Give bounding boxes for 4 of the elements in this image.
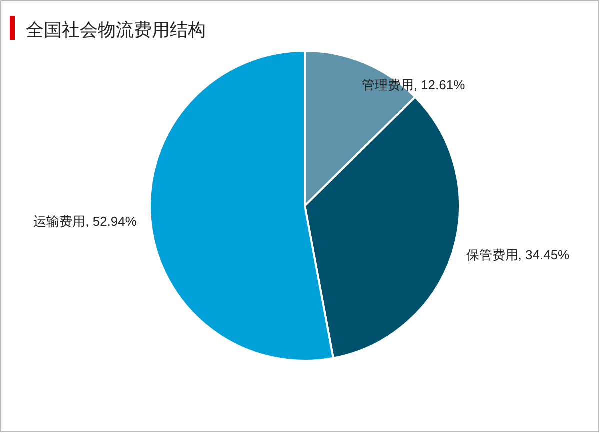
chart-title: 全国社会物流费用结构 — [26, 20, 206, 40]
slice-label: 保管费用, 34.45% — [466, 248, 570, 263]
slice-label: 运输费用, 52.94% — [34, 214, 138, 230]
slice-label: 管理费用, 12.61% — [362, 77, 466, 92]
